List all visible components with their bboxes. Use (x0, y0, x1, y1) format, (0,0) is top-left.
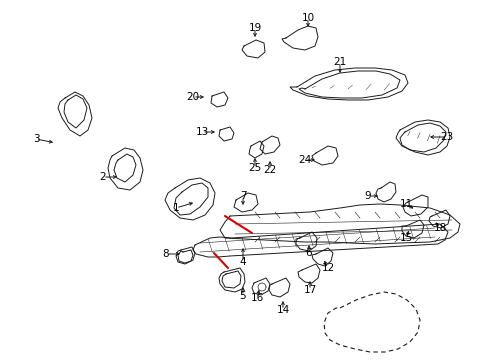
Text: 6: 6 (305, 248, 312, 258)
Text: 2: 2 (100, 172, 106, 182)
Text: 10: 10 (301, 13, 314, 23)
Text: 16: 16 (250, 293, 263, 303)
Text: 11: 11 (399, 199, 412, 209)
Text: 18: 18 (432, 223, 446, 233)
Text: 5: 5 (239, 291, 246, 301)
Text: 9: 9 (364, 191, 370, 201)
Text: 15: 15 (399, 233, 412, 243)
Text: 23: 23 (440, 132, 453, 142)
Text: 25: 25 (248, 163, 261, 173)
Text: 24: 24 (298, 155, 311, 165)
Text: 8: 8 (163, 249, 169, 259)
Text: 20: 20 (186, 92, 199, 102)
Text: 1: 1 (172, 203, 179, 213)
Text: 7: 7 (239, 191, 246, 201)
Text: 21: 21 (333, 57, 346, 67)
Text: 17: 17 (303, 285, 316, 295)
Text: 19: 19 (248, 23, 261, 33)
Text: 3: 3 (33, 134, 39, 144)
Text: 4: 4 (239, 257, 246, 267)
Text: 14: 14 (276, 305, 289, 315)
Text: 13: 13 (195, 127, 208, 137)
Text: 12: 12 (321, 263, 334, 273)
Text: 22: 22 (263, 165, 276, 175)
